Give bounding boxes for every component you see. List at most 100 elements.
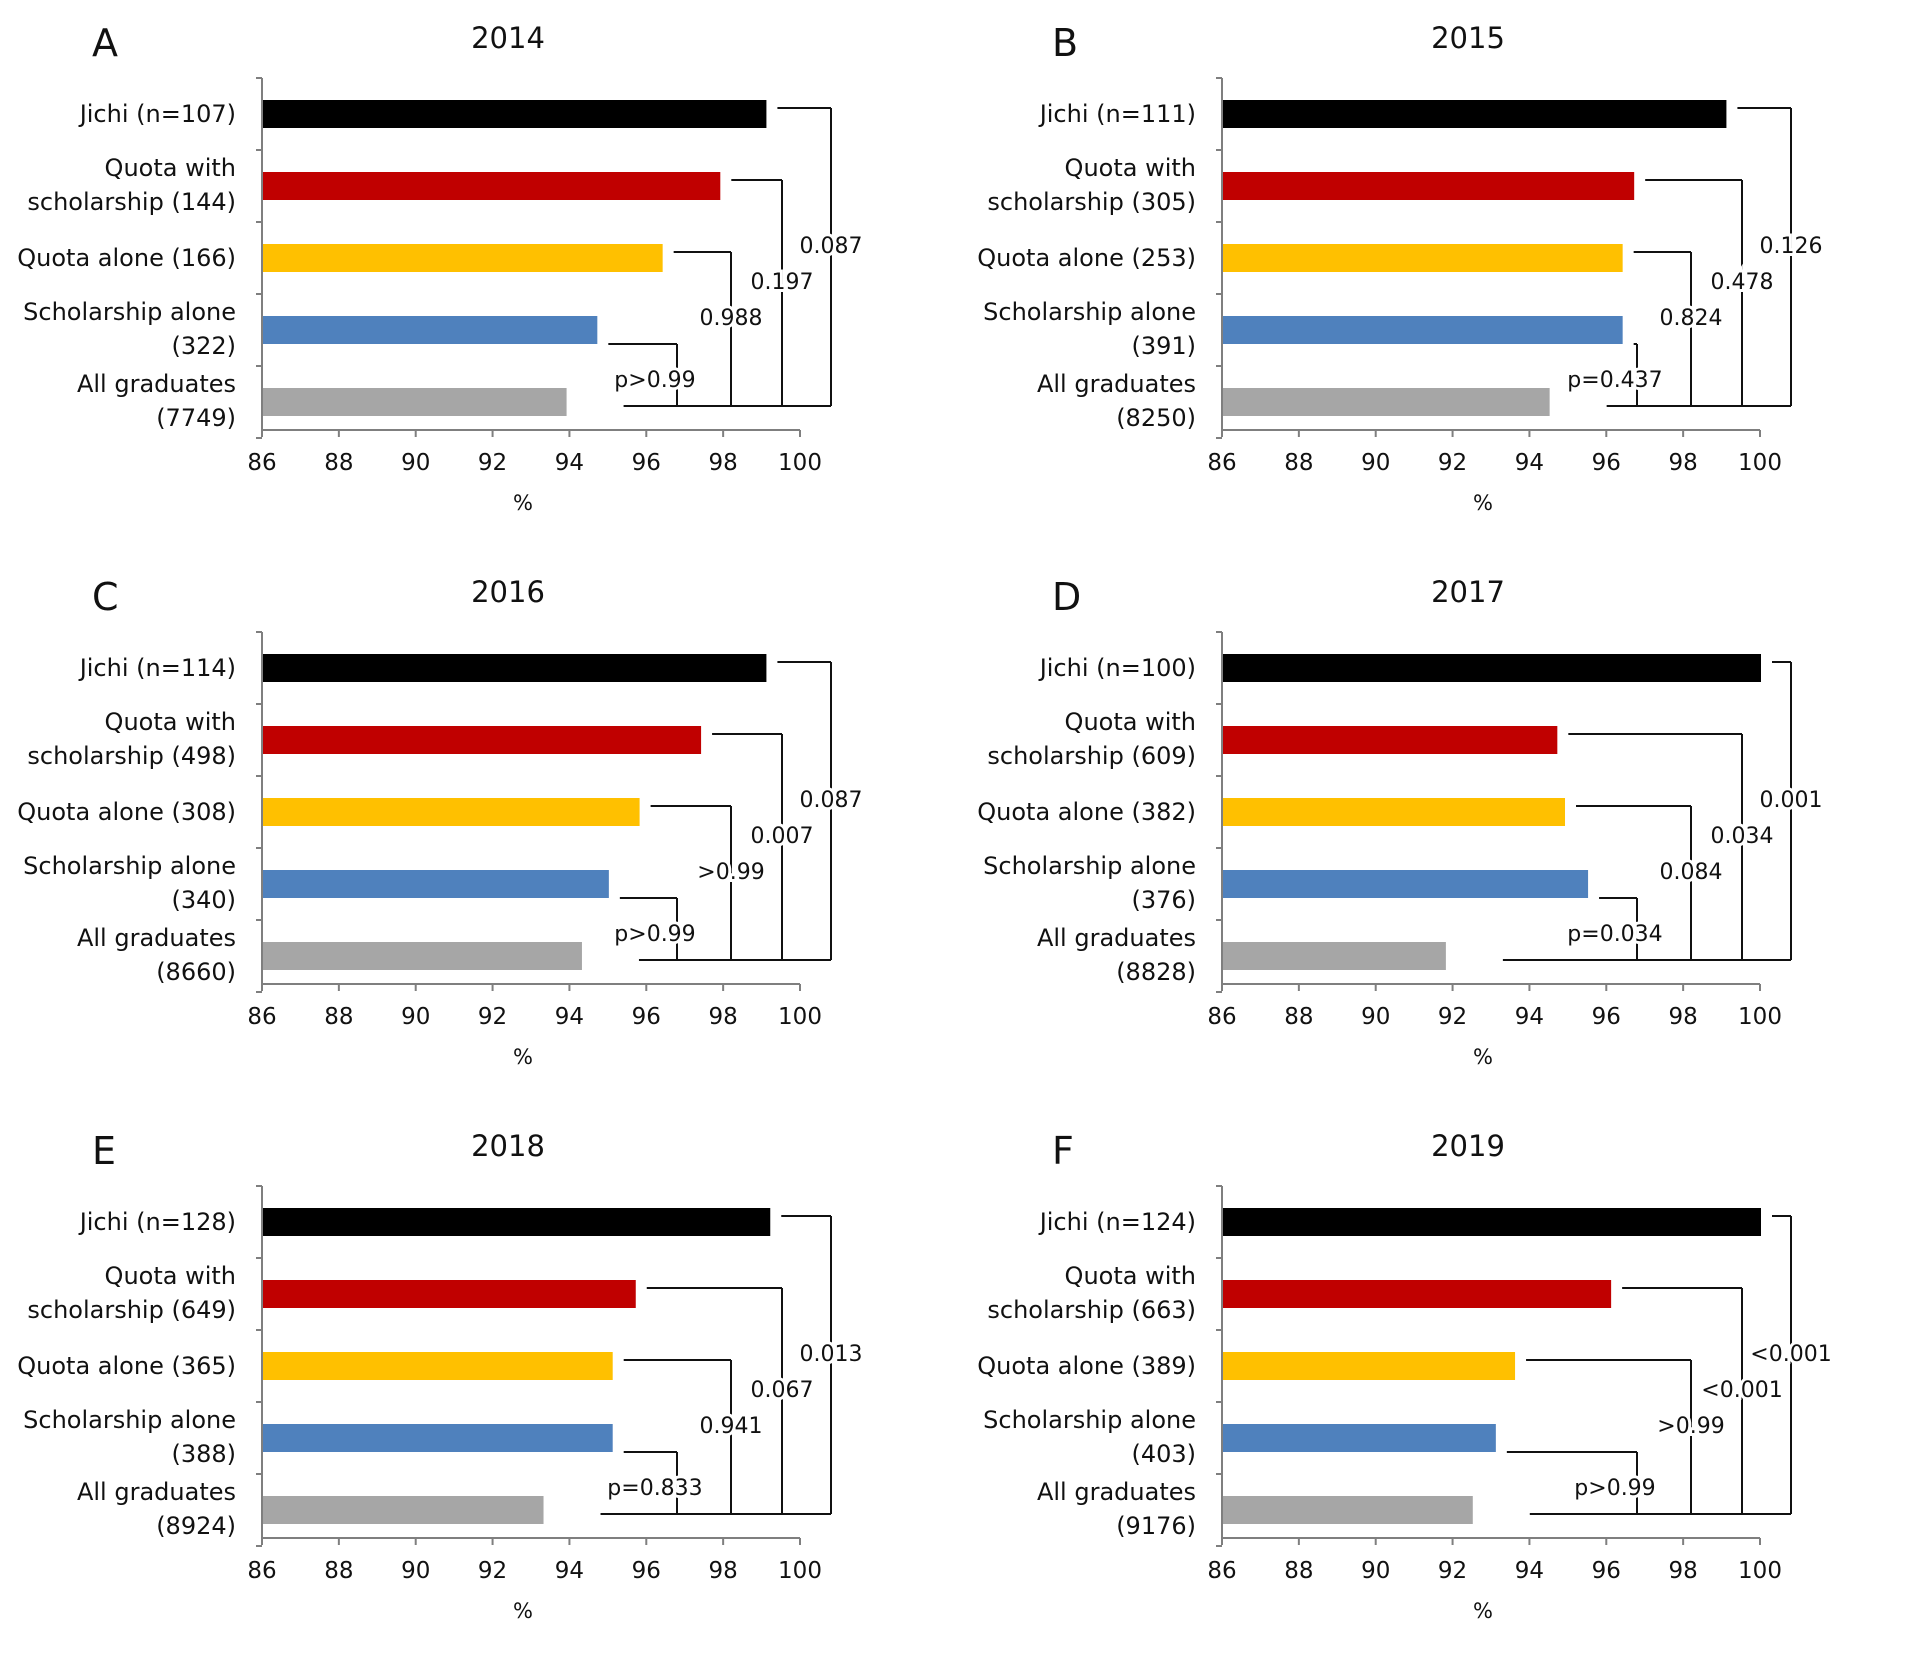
- x-tick-label: 88: [1284, 450, 1313, 476]
- category-label: (8660): [156, 958, 236, 986]
- bar-5: [1223, 942, 1446, 970]
- category-label: All graduates: [77, 370, 236, 398]
- category-label: Jichi (n=100): [1038, 654, 1196, 682]
- p-value-label: 0.087: [800, 234, 863, 259]
- category-label: Scholarship alone: [983, 1406, 1196, 1434]
- category-label: (8828): [1116, 958, 1196, 986]
- bar-4: [263, 1424, 613, 1452]
- category-label: scholarship (305): [987, 188, 1196, 216]
- bar-2: [1223, 726, 1558, 754]
- category-label: (403): [1131, 1440, 1196, 1468]
- bar-1: [1223, 1208, 1761, 1236]
- x-tick-label: 88: [324, 1558, 353, 1584]
- chart-d-svg: D 2017 86 88 90 92 94 96 98 100% Jichi (n=100) Quot…: [977, 575, 1825, 1069]
- p-value-label: 0.197: [751, 270, 814, 295]
- category-label: Quota with: [1065, 708, 1196, 736]
- chart-panel-e: E 2018 86 88 90 92 94 96 98 100% Jichi (n=128) Quot…: [0, 1108, 960, 1662]
- p-value-label: p>0.99: [614, 922, 695, 947]
- bar-4: [1223, 316, 1623, 344]
- category-label: Quota alone (365): [17, 1352, 236, 1380]
- category-label: (8924): [156, 1512, 236, 1540]
- x-tick-label: 94: [555, 1004, 584, 1030]
- chart-panel-c: C 2016 86 88 90 92 94 96 98 100% Jichi (n=114) Quot…: [0, 554, 960, 1108]
- x-tick-label: 92: [478, 1558, 507, 1584]
- p-value-label: 0.126: [1760, 234, 1823, 259]
- x-tick-label: 100: [1738, 1004, 1782, 1030]
- x-axis-label: %: [1473, 1045, 1493, 1069]
- p-value-label: 0.087: [800, 788, 863, 813]
- chart-panel-b: B 2015 86 88 90 92 94 96 98 100% Jichi (n=111) Quot…: [960, 0, 1919, 554]
- bar-1: [263, 654, 767, 682]
- chart-title: 2016: [471, 575, 545, 609]
- chart-c-svg: C 2016 86 88 90 92 94 96 98 100% Jichi (n=114) Quot…: [17, 575, 865, 1069]
- panel-letter: C: [92, 575, 119, 619]
- x-tick-label: 94: [555, 450, 584, 476]
- x-tick-label: 90: [1361, 450, 1390, 476]
- x-tick-label: 92: [1438, 1558, 1467, 1584]
- category-label: Quota with: [105, 154, 236, 182]
- category-label: Quota with: [105, 1262, 236, 1290]
- x-tick-label: 98: [709, 450, 738, 476]
- bar-4: [1223, 870, 1589, 898]
- bar-5: [263, 1496, 544, 1524]
- x-tick-label: 98: [709, 1004, 738, 1030]
- panel-letter: E: [92, 1129, 116, 1173]
- x-tick-label: 100: [1738, 1558, 1782, 1584]
- chart-title: 2014: [471, 21, 545, 55]
- category-label: Quota with: [1065, 1262, 1196, 1290]
- category-label: (391): [1131, 332, 1196, 360]
- category-label: All graduates: [1037, 1478, 1196, 1506]
- x-tick-label: 86: [247, 1004, 276, 1030]
- x-tick-label: 92: [1438, 450, 1467, 476]
- x-tick-label: 96: [632, 450, 661, 476]
- category-label: (7749): [156, 404, 236, 432]
- bar-2: [263, 172, 721, 200]
- p-value-label: >0.99: [1657, 1414, 1724, 1439]
- category-label: Quota alone (308): [17, 798, 236, 826]
- panel-letter: F: [1052, 1129, 1074, 1173]
- x-tick-label: 86: [1207, 1558, 1236, 1584]
- chart-panel-d: D 2017 86 88 90 92 94 96 98 100% Jichi (n=100) Quot…: [960, 554, 1919, 1108]
- p-value-label: p>0.99: [614, 368, 695, 393]
- category-label: Jichi (n=128): [78, 1208, 236, 1236]
- bar-3: [1223, 798, 1566, 826]
- p-value-label: p>0.99: [1574, 1476, 1655, 1501]
- category-label: (9176): [1116, 1512, 1196, 1540]
- x-tick-label: 88: [1284, 1558, 1313, 1584]
- category-label: Scholarship alone: [23, 1406, 236, 1434]
- bar-3: [263, 798, 640, 826]
- category-label: All graduates: [1037, 370, 1196, 398]
- x-tick-label: 94: [1515, 1558, 1544, 1584]
- bar-2: [263, 1280, 636, 1308]
- x-tick-label: 86: [247, 450, 276, 476]
- category-label: scholarship (609): [987, 742, 1196, 770]
- category-label: Jichi (n=124): [1038, 1208, 1196, 1236]
- x-tick-label: 100: [778, 450, 822, 476]
- bar-2: [1223, 172, 1635, 200]
- x-axis-label: %: [513, 1045, 533, 1069]
- x-tick-label: 90: [401, 1558, 430, 1584]
- x-tick-label: 94: [555, 1558, 584, 1584]
- panel-letter: D: [1052, 575, 1081, 619]
- x-tick-label: 94: [1515, 1004, 1544, 1030]
- chart-b-svg: B 2015 86 88 90 92 94 96 98 100% Jichi (n=111) Quot…: [977, 21, 1825, 515]
- category-label: Quota alone (253): [977, 244, 1196, 272]
- chart-title: 2019: [1431, 1129, 1505, 1163]
- x-tick-label: 100: [1738, 450, 1782, 476]
- category-label: scholarship (498): [27, 742, 236, 770]
- chart-title: 2018: [471, 1129, 545, 1163]
- p-value-label: p=0.034: [1567, 922, 1662, 947]
- bar-1: [1223, 654, 1761, 682]
- p-value-label: 0.001: [1760, 788, 1823, 813]
- category-label: (376): [1131, 886, 1196, 914]
- x-axis-label: %: [1473, 1599, 1493, 1623]
- bar-1: [1223, 100, 1727, 128]
- x-tick-label: 90: [401, 1004, 430, 1030]
- category-label: (322): [171, 332, 236, 360]
- category-label: Quota alone (166): [17, 244, 236, 272]
- p-value-label: 0.034: [1711, 824, 1774, 849]
- category-label: Quota alone (389): [977, 1352, 1196, 1380]
- category-label: Jichi (n=114): [78, 654, 236, 682]
- x-tick-label: 92: [478, 450, 507, 476]
- x-tick-label: 100: [778, 1004, 822, 1030]
